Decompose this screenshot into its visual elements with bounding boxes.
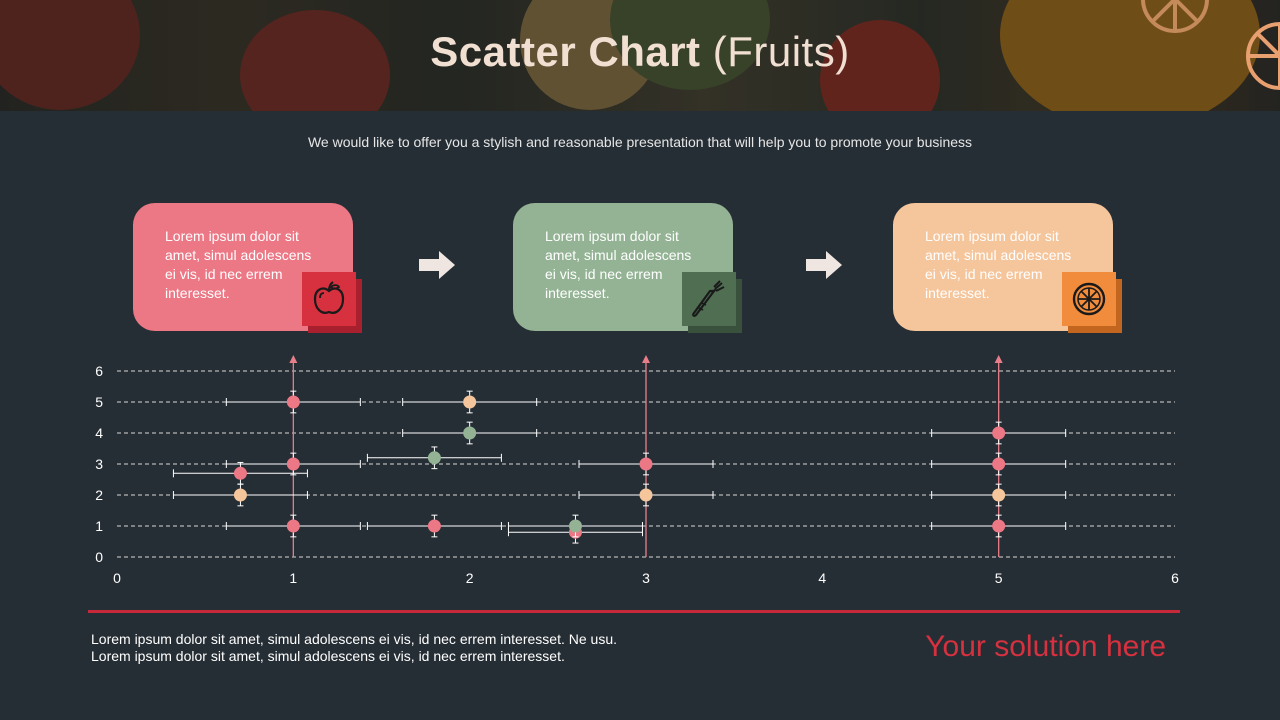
y-tick-label: 5 — [95, 394, 103, 410]
y-tick-label: 3 — [95, 456, 103, 472]
x-tick-label: 6 — [1171, 570, 1179, 586]
info-card-apple: Lorem ipsum dolor sit amet, simul adoles… — [133, 203, 362, 333]
data-point — [427, 519, 441, 533]
solution-text: Your solution here — [925, 630, 1166, 663]
citrus-decoration-icon — [1246, 22, 1280, 90]
page-title: Scatter Chart (Fruits) — [0, 28, 1280, 76]
data-point — [427, 451, 441, 465]
data-point — [463, 395, 477, 409]
y-tick-label: 2 — [95, 487, 103, 503]
citrus-icon — [1072, 282, 1106, 316]
y-tick-label: 0 — [95, 549, 103, 565]
info-card-carrot: Lorem ipsum dolor sit amet, simul adoles… — [513, 203, 742, 333]
header-banner-image — [0, 0, 1280, 111]
arrow-right-icon — [806, 250, 842, 280]
data-point — [463, 426, 477, 440]
citrus-decoration-icon — [1141, 0, 1209, 33]
reference-arrowhead — [994, 355, 1003, 363]
data-point — [639, 457, 653, 471]
data-point — [233, 488, 247, 502]
data-point — [992, 457, 1006, 471]
data-point — [992, 488, 1006, 502]
data-point — [233, 466, 247, 480]
x-tick-label: 0 — [113, 570, 121, 586]
y-tick-label: 4 — [95, 425, 103, 441]
data-point — [286, 519, 300, 533]
title-suffix: (Fruits) — [712, 28, 850, 75]
reference-arrowhead — [642, 355, 650, 363]
data-point — [992, 426, 1006, 440]
divider-line — [88, 610, 1180, 613]
title-bold: Scatter Chart — [430, 28, 701, 75]
footer-text: Lorem ipsum dolor sit amet, simul adoles… — [91, 631, 617, 664]
reference-arrowhead — [289, 355, 298, 363]
arrow-right-icon — [419, 250, 455, 280]
x-tick-label: 4 — [818, 570, 826, 586]
x-tick-label: 5 — [995, 570, 1003, 586]
data-point — [992, 519, 1006, 533]
data-point — [286, 395, 300, 409]
data-point — [568, 519, 582, 533]
x-tick-label: 1 — [289, 570, 297, 586]
x-tick-label: 3 — [642, 570, 650, 586]
y-tick-label: 1 — [95, 518, 103, 534]
x-tick-label: 2 — [466, 570, 474, 586]
subtitle: We would like to offer you a stylish and… — [307, 134, 973, 150]
info-card-citrus: Lorem ipsum dolor sit amet, simul adoles… — [893, 203, 1122, 333]
apple-icon — [313, 281, 345, 314]
carrot-icon — [692, 280, 725, 317]
data-point — [286, 457, 300, 471]
card-text: Lorem ipsum dolor sit amet, simul adoles… — [545, 228, 692, 301]
y-tick-label: 6 — [95, 363, 103, 379]
data-point — [639, 488, 653, 502]
card-text: Lorem ipsum dolor sit amet, simul adoles… — [165, 228, 312, 301]
card-text: Lorem ipsum dolor sit amet, simul adoles… — [925, 228, 1072, 301]
